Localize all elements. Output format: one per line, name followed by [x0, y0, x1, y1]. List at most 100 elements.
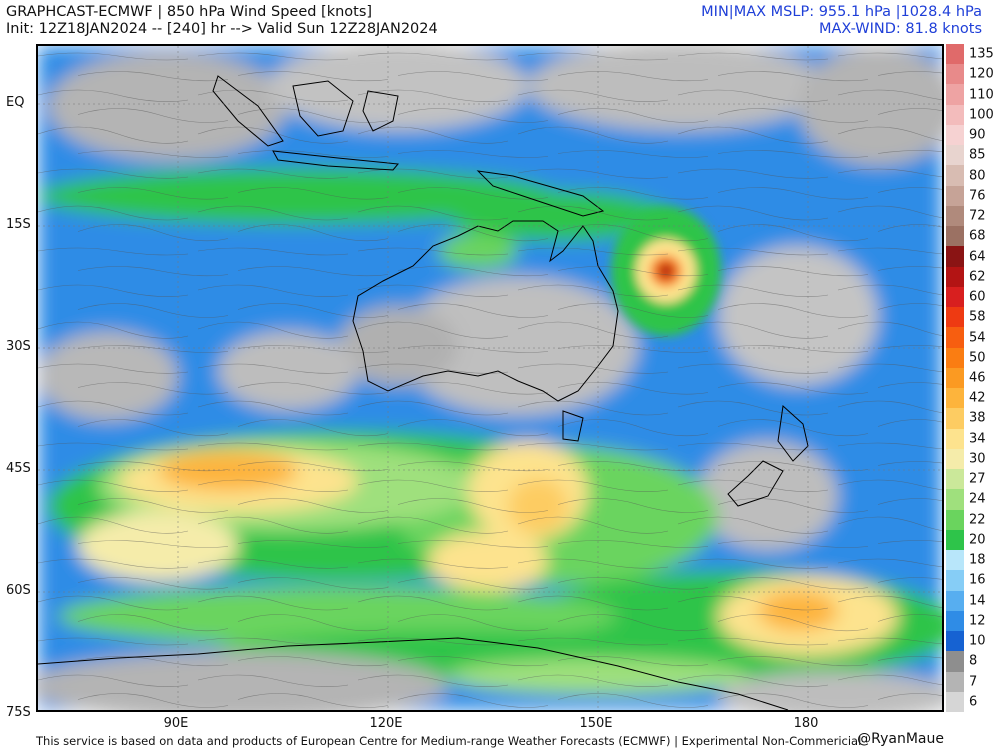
- colorbar-level: 30: [946, 448, 1000, 470]
- colorbar-swatch: [946, 367, 964, 389]
- colorbar-level: 38: [946, 408, 1000, 429]
- colorbar-swatch: [946, 44, 964, 65]
- streamline: [77, 266, 942, 277]
- colorbar-level: 72: [946, 205, 1000, 227]
- streamline: [38, 89, 942, 102]
- streamline: [77, 345, 942, 353]
- streamline: [77, 187, 942, 200]
- tropical-cyclone: [611, 206, 721, 336]
- colorbar-label: 14: [969, 593, 986, 609]
- streamline: [77, 224, 942, 242]
- colorbar-label: 62: [969, 269, 986, 285]
- colorbar-swatch: [946, 671, 964, 692]
- colorbar-level: 8: [946, 651, 1000, 672]
- init-valid-time: Init: 12Z18JAN2024 -- [240] hr --> Valid…: [6, 21, 438, 37]
- streamline: [77, 382, 942, 395]
- colorbar-swatch: [946, 286, 964, 308]
- streamline: [38, 284, 942, 297]
- colorbar-swatch: [946, 266, 964, 287]
- map-title: GRAPHCAST-ECMWF | 850 hPa Wind Speed [kn…: [6, 4, 373, 20]
- colorbar-level: 90: [946, 124, 1000, 146]
- colorbar-swatch: [946, 327, 964, 348]
- colorbar-label: 27: [969, 471, 986, 487]
- streamline: [77, 419, 942, 437]
- streamline: [38, 674, 942, 687]
- colorbar-label: 68: [969, 228, 986, 244]
- streamline: [77, 540, 942, 548]
- colorbar-label: 7: [969, 674, 978, 690]
- colorbar-label: 80: [969, 168, 986, 184]
- colorbar-label: 120: [969, 66, 994, 82]
- map-canvas: [38, 46, 942, 710]
- streamline: [77, 71, 942, 82]
- colorbar-level: 50: [946, 347, 1000, 368]
- colorbar-swatch: [946, 307, 964, 328]
- colorbar-label: 30: [969, 451, 986, 467]
- colorbar-level: 54: [946, 327, 1000, 348]
- colorbar-level: 46: [946, 367, 1000, 389]
- colorbar-label: 76: [969, 188, 986, 204]
- colorbar-level: 16: [946, 570, 1000, 591]
- colorbar-level: 60: [946, 286, 1000, 308]
- streamline: [38, 516, 942, 534]
- colorbar-swatch: [946, 590, 964, 611]
- colorbar-swatch: [946, 388, 964, 409]
- colorbar-label: 46: [969, 370, 986, 386]
- colorbar-level: 27: [946, 469, 1000, 490]
- colorbar-swatch: [946, 205, 964, 227]
- colorbar-label: 38: [969, 410, 986, 426]
- lat-label-75s: 75S: [6, 705, 31, 720]
- colorbar-label: 22: [969, 512, 986, 528]
- colorbar-swatch: [946, 509, 964, 530]
- streamline: [77, 614, 942, 632]
- coastlines: [38, 75, 809, 710]
- lon-label-90e: 90E: [163, 716, 189, 731]
- streamline: [77, 108, 942, 123]
- colorbar-swatch: [946, 347, 964, 368]
- colorbar-level: 135: [946, 44, 1000, 65]
- colorbar-swatch: [946, 428, 964, 449]
- colorbar-label: 6: [969, 694, 978, 710]
- colorbar-swatch: [946, 185, 964, 206]
- colorbar-swatch: [946, 570, 964, 591]
- colorbar-swatch: [946, 165, 964, 186]
- colorbar-swatch: [946, 631, 964, 652]
- colorbar-swatch: [946, 84, 964, 105]
- colorbar-label: 10: [969, 633, 986, 649]
- colorbar-label: 50: [969, 350, 986, 366]
- colorbar-swatch: [946, 124, 964, 146]
- colorbar-swatch: [946, 489, 964, 510]
- streamline: [77, 150, 942, 158]
- colorbar-label: 72: [969, 208, 986, 224]
- colorbar-label: 12: [969, 613, 986, 629]
- colorbar-label: 135: [969, 46, 994, 62]
- colorbar-level: 34: [946, 428, 1000, 449]
- colorbar-swatch: [946, 550, 964, 571]
- lat-label-15s: 15S: [6, 217, 31, 232]
- colorbar-level: 76: [946, 185, 1000, 206]
- streamline: [77, 498, 942, 513]
- streamline: [77, 577, 942, 590]
- streamline: [77, 461, 942, 472]
- lon-label-150e: 150E: [579, 716, 613, 731]
- colorbar-level: 42: [946, 388, 1000, 409]
- colorbar-level: 20: [946, 529, 1000, 551]
- lat-label-60s: 60S: [6, 583, 31, 598]
- streamline: [38, 479, 942, 492]
- colorbar-swatch: [946, 651, 964, 672]
- colorbar-swatch: [946, 610, 964, 632]
- colorbar-level: 12: [946, 610, 1000, 632]
- colorbar-swatch: [946, 145, 964, 166]
- colorbar-level: 6: [946, 691, 1000, 712]
- wind-speed-map[interactable]: [36, 44, 944, 712]
- footer-credit: @RyanMaue: [857, 731, 944, 747]
- colorbar-level: 80: [946, 165, 1000, 186]
- max-wind-stat: MAX-WIND: 81.8 knots: [819, 21, 982, 37]
- colorbar-label: 110: [969, 87, 994, 103]
- colorbar-label: 24: [969, 491, 986, 507]
- colorbar-level: 62: [946, 266, 1000, 287]
- colorbar-label: 58: [969, 309, 986, 325]
- colorbar-level: 68: [946, 226, 1000, 247]
- colorbar-label: 20: [969, 532, 986, 548]
- lon-label-180: 180: [793, 716, 819, 731]
